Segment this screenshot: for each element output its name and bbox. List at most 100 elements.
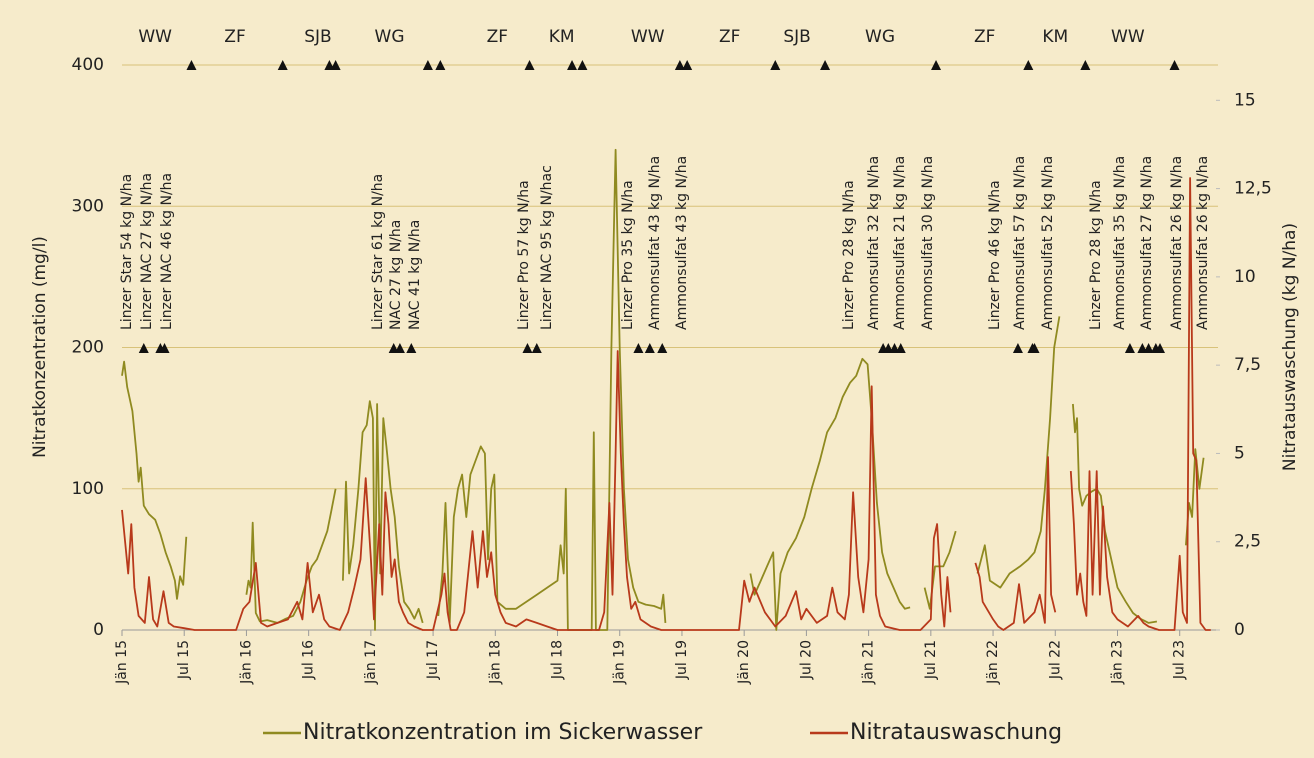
crop-label: WW (1111, 27, 1145, 47)
data-line (121, 177, 1211, 631)
fertilization-label: Linzer Pro 28 kg N/ha (1088, 180, 1104, 330)
fertilization-label: Ammonsulfat 26 kg N/ha (1169, 156, 1185, 330)
y-tick-label: 0 (93, 620, 104, 640)
field-operation-marker (577, 60, 588, 70)
x-tick-label: Jul 21 (923, 640, 939, 680)
field-operation-marker (567, 60, 578, 70)
x-tick-label: Jän 21 (861, 640, 877, 685)
fertilization-label: Ammonsulfat 21 kg N/ha (892, 156, 908, 330)
y-tick-label: 200 (72, 338, 104, 358)
fertilization-label: Linzer Star 61 kg N/ha (370, 174, 386, 330)
field-operation-marker (931, 60, 942, 70)
field-operation-marker (820, 60, 831, 70)
field-operation-marker (435, 60, 446, 70)
fertilization-label: Linzer Pro 28 kg N/ha (841, 180, 857, 330)
x-tick-label: Jul 22 (1047, 640, 1063, 680)
y2-tick-label: 15 (1234, 90, 1256, 110)
field-operation-marker (1169, 60, 1180, 70)
fertilization-label: NAC 41 kg N/ha (407, 220, 423, 330)
y2-tick-label: 2,5 (1234, 532, 1261, 552)
crop-label: WG (375, 27, 405, 47)
x-tick-label: Jul 18 (550, 640, 566, 680)
x-tick-label: Jän 17 (363, 640, 379, 685)
crop-label: WW (631, 27, 665, 47)
y2-tick-label: 5 (1234, 443, 1245, 463)
x-tick-label: Jul 15 (176, 640, 192, 680)
fertilization-marker (159, 343, 170, 353)
field-operation-marker (1023, 60, 1034, 70)
fertilization-label: Ammonsulfat 57 kg N/ha (1012, 156, 1028, 330)
fertilization-label: Linzer Pro 35 kg N/ha (620, 180, 636, 330)
y-axis-title: Nitratkonzentration (mg/l) (30, 236, 50, 458)
x-tick-label: Jän 20 (736, 640, 752, 685)
fertilization-marker (633, 343, 644, 353)
fertilization-marker (895, 343, 906, 353)
fertilization-marker (138, 343, 149, 353)
fertilization-marker (531, 343, 542, 353)
crop-label: WW (138, 27, 172, 47)
fertilization-label: Linzer Star 54 kg N/ha (119, 174, 135, 330)
fertilization-label: Linzer NAC 27 kg N/ha (139, 173, 155, 330)
fertilization-marker (406, 343, 417, 353)
y-tick-label: 400 (72, 55, 104, 75)
field-operation-marker (186, 60, 197, 70)
x-tick-label: Jul 19 (674, 640, 690, 680)
fertilization-label: Ammonsulfat 30 kg N/ha (920, 156, 936, 330)
fertilization-label: NAC 27 kg N/ha (388, 220, 404, 330)
fertilization-marker (1124, 343, 1135, 353)
field-operation-marker (422, 60, 433, 70)
legend-label: Nitratkonzentration im Sickerwasser (303, 720, 703, 745)
y-tick-label: 300 (72, 196, 104, 216)
x-tick-label: Jul 23 (1172, 640, 1188, 680)
field-operation-marker (1080, 60, 1091, 70)
crop-label: KM (1042, 27, 1068, 47)
x-tick-label: Jän 18 (487, 640, 503, 685)
x-tick-label: Jän 19 (612, 640, 628, 685)
y2-tick-label: 0 (1234, 620, 1245, 640)
x-tick-label: Jän 23 (1109, 640, 1125, 685)
legend-label: Nitratauswaschung (850, 720, 1062, 745)
x-tick-label: Jän 22 (985, 640, 1001, 685)
crop-label: ZF (719, 27, 740, 47)
x-tick-label: Jul 17 (425, 640, 441, 680)
fertilization-marker (1143, 343, 1154, 353)
fertilization-marker (1155, 343, 1166, 353)
y2-axis-title: Nitratauswaschung (kg N/ha) (1280, 223, 1300, 471)
crop-label: SJB (783, 27, 810, 47)
fertilization-label: Ammonsulfat 26 kg N/ha (1195, 156, 1211, 330)
crop-label: ZF (974, 27, 995, 47)
crop-label: SJB (304, 27, 331, 47)
fertilization-marker (644, 343, 655, 353)
x-tick-label: Jul 20 (798, 640, 814, 680)
crop-label: KM (549, 27, 575, 47)
fertilization-label: Linzer Pro 46 kg N/ha (987, 180, 1003, 330)
field-operation-marker (674, 60, 685, 70)
field-operation-marker (524, 60, 535, 70)
field-operation-marker (277, 60, 288, 70)
fertilization-label: Ammonsulfat 43 kg N/ha (674, 156, 690, 330)
fertilization-label: Ammonsulfat 52 kg N/ha (1040, 156, 1056, 330)
field-operation-marker (330, 60, 341, 70)
y2-tick-label: 12,5 (1234, 179, 1272, 199)
crop-label: ZF (487, 27, 508, 47)
field-operation-marker (770, 60, 781, 70)
fertilization-marker (1012, 343, 1023, 353)
fertilization-marker (1029, 343, 1040, 353)
fertilization-marker (522, 343, 533, 353)
fertilization-label: Linzer NAC 46 kg N/ha (159, 173, 175, 330)
fertilization-label: Ammonsulfat 27 kg N/ha (1139, 156, 1155, 330)
x-tick-label: Jän 16 (238, 640, 254, 685)
fertilization-marker (394, 343, 405, 353)
y2-tick-label: 10 (1234, 267, 1256, 287)
x-tick-label: Jän 15 (114, 640, 130, 685)
fertilization-marker (657, 343, 668, 353)
y-tick-label: 100 (72, 479, 104, 499)
y2-tick-label: 7,5 (1234, 355, 1261, 375)
crop-label: WG (865, 27, 895, 47)
field-operation-marker (682, 60, 693, 70)
fertilization-label: Linzer Pro 57 kg N/ha (516, 180, 532, 330)
fertilization-label: Ammonsulfat 32 kg N/ha (866, 156, 882, 330)
crop-label: ZF (224, 27, 245, 47)
